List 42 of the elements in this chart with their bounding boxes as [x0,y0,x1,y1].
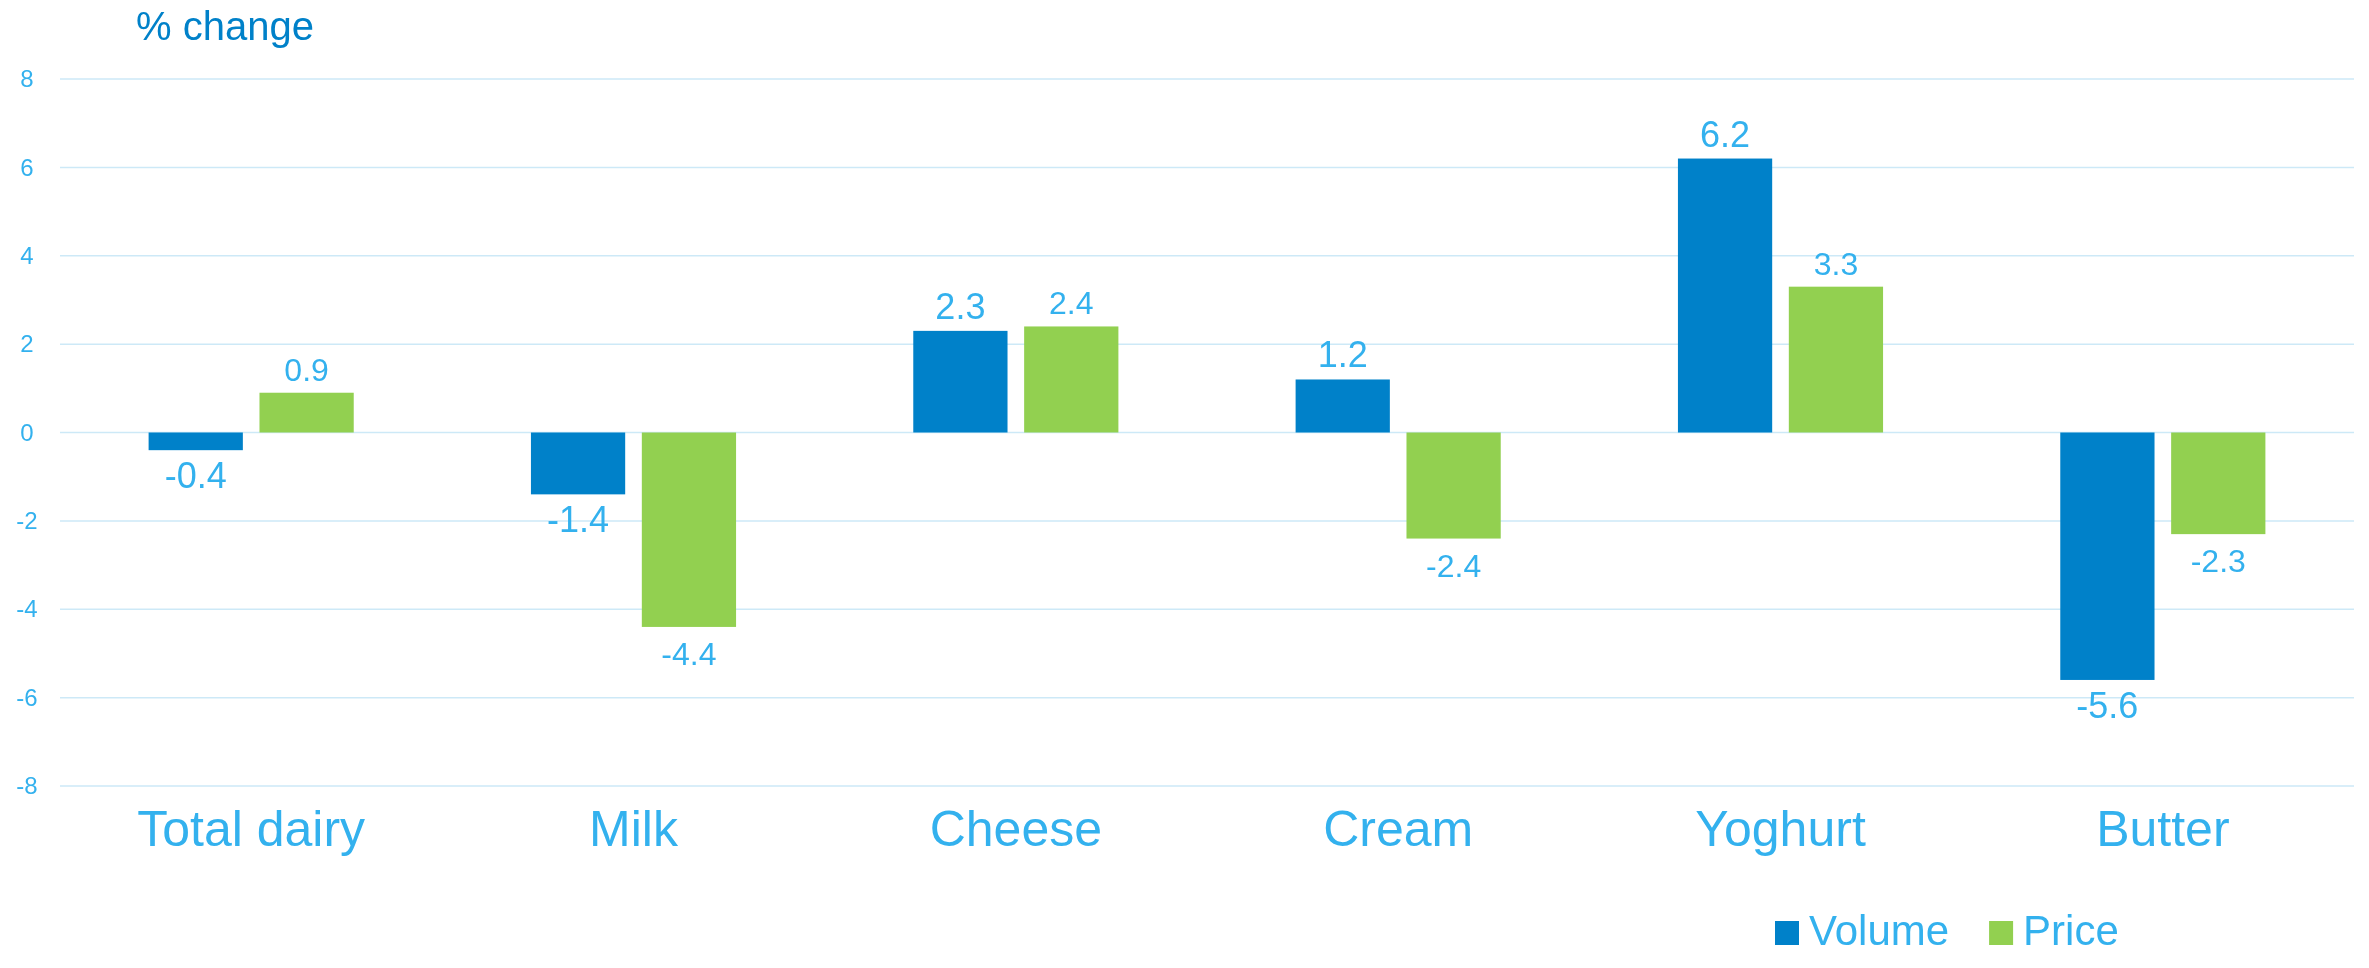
legend-label: Volume [1809,907,1950,954]
y-tick-label: 4 [20,241,34,269]
data-label: -1.4 [547,499,610,541]
y-tick-label: 8 [20,65,34,93]
y-tick-label: -4 [16,595,38,623]
bar [148,432,243,451]
data-label: -5.6 [2076,684,2139,726]
bar [1406,432,1501,539]
legend-label: Price [2023,907,2119,954]
data-label: -0.4 [164,455,227,497]
data-label: -4.4 [661,635,717,672]
y-tick-label: -6 [16,683,38,711]
bar [1024,326,1119,433]
data-label: 1.2 [1317,334,1368,376]
bar [2060,432,2155,680]
y-tick-label: -2 [16,507,38,535]
data-label: 3.3 [1813,245,1859,282]
x-tick-label: Butter [2096,800,2230,857]
y-tick-label: 0 [20,418,34,446]
data-label: 2.4 [1049,285,1094,322]
bar [530,432,626,495]
x-tick-label: Total dairy [137,800,366,857]
y-tick-label: -8 [16,772,38,800]
bar [259,392,354,433]
bar [1677,158,1773,433]
y-tick-label: 2 [20,330,34,358]
data-label: 0.9 [284,351,329,388]
bar [2171,432,2266,535]
data-label: 6.2 [1700,113,1751,155]
x-tick-label: Milk [589,800,679,857]
y-axis-title: % change [136,4,314,48]
x-tick-label: Cream [1323,800,1474,857]
bar [913,330,1008,433]
bar [1788,286,1884,433]
x-tick-label: Yoghurt [1695,800,1866,857]
x-tick-label: Cheese [929,800,1103,857]
y-tick-label: 6 [20,153,34,181]
bar [1295,379,1390,433]
data-label: -2.4 [1426,547,1482,584]
data-label: -2.3 [2190,543,2246,580]
bar [641,432,737,627]
data-label: 2.3 [935,285,986,327]
